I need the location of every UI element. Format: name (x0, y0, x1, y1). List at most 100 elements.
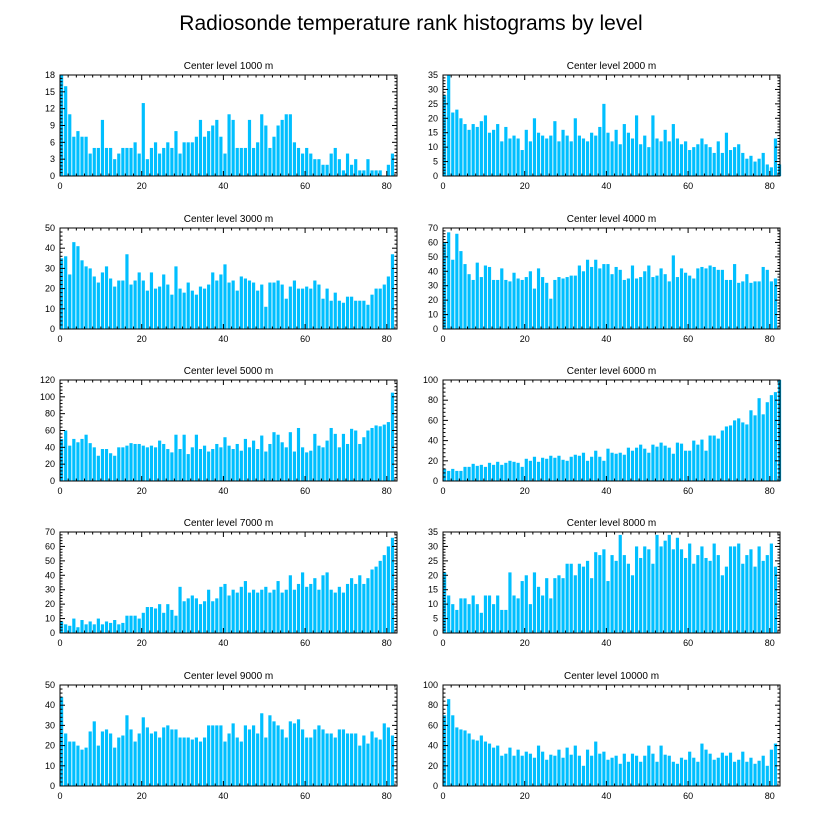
y-tick-label: 40 (428, 436, 438, 446)
histogram-bar (492, 279, 496, 329)
histogram-bar (467, 466, 471, 481)
histogram-bar (504, 609, 508, 633)
histogram-bar (634, 115, 639, 176)
histogram-bar (471, 595, 475, 633)
histogram-bar (260, 435, 264, 481)
histogram-bar (745, 158, 749, 176)
histogram-bar (231, 280, 235, 329)
histogram-bar (508, 572, 512, 633)
histogram-bar (733, 264, 737, 329)
histogram-bar (643, 271, 647, 329)
x-tick-label: 40 (601, 486, 611, 496)
histogram-bar (345, 296, 350, 329)
y-tick-label: 20 (45, 741, 55, 751)
histogram-bar (321, 575, 325, 633)
histogram-bar (524, 575, 528, 633)
histogram-bar (598, 268, 602, 329)
histogram-bar (577, 563, 581, 633)
histogram-bar (109, 278, 113, 329)
histogram-bar (88, 268, 92, 329)
histogram-bar (76, 131, 80, 176)
histogram-bar (317, 284, 321, 329)
histogram-bar (675, 277, 680, 329)
histogram-bar (125, 254, 129, 329)
histogram-bar (133, 615, 137, 633)
histogram-bar (761, 755, 765, 786)
histogram-bar (386, 276, 390, 329)
histogram-bar (125, 147, 129, 176)
histogram-bar (390, 537, 395, 633)
histogram-bar (585, 141, 590, 176)
chart-panel: Center level 1000 m 0 20 40 60 80 0 3 6 9 12 15 18 (45, 61, 398, 191)
histogram-bar (137, 153, 141, 176)
histogram-bar (264, 586, 268, 633)
histogram-bar (451, 259, 455, 329)
histogram-bar (675, 138, 680, 176)
histogram-bar (728, 279, 733, 329)
histogram-bar (272, 721, 276, 786)
histogram-bar (231, 589, 235, 633)
histogram-bar (333, 737, 337, 786)
histogram-bar (516, 749, 520, 786)
histogram-bar (757, 281, 761, 329)
histogram-bar (182, 434, 186, 481)
histogram-bar (651, 277, 655, 329)
histogram-bar (630, 753, 635, 786)
histogram-bar (728, 150, 733, 176)
panel-title: Center level 1000 m (184, 61, 274, 72)
y-tick-label: 60 (428, 720, 438, 730)
panel-title: Center level 2000 m (567, 61, 657, 72)
histogram-bar (602, 549, 606, 633)
histogram-bar (618, 763, 622, 786)
histogram-bar (536, 745, 541, 786)
histogram-bar (471, 739, 475, 786)
histogram-bar (516, 462, 520, 481)
histogram-bar (769, 543, 773, 633)
chart-panel: Center level 5000 m 0 20 40 60 80 0 20 40 60 80 100… (40, 366, 398, 496)
histogram-bar (618, 269, 622, 329)
x-tick-label: 60 (300, 791, 310, 801)
histogram-bar (606, 448, 610, 481)
histogram-bar (329, 300, 333, 329)
histogram-bar (545, 759, 549, 786)
histogram-bar (765, 164, 769, 176)
y-tick-label: 25 (428, 99, 438, 109)
histogram-bar (684, 141, 688, 176)
histogram-bar (692, 440, 696, 481)
histogram-bar (520, 755, 524, 786)
histogram-bar (133, 142, 137, 176)
histogram-bar (239, 450, 243, 481)
histogram-bar (471, 463, 475, 481)
histogram-bar (239, 741, 243, 786)
histogram-bar (325, 733, 329, 786)
histogram-bar (594, 259, 598, 329)
histogram-bar (622, 753, 626, 786)
histogram-bar (321, 729, 325, 786)
histogram-bar (198, 449, 203, 481)
histogram-bar (630, 138, 635, 176)
histogram-bar (455, 109, 459, 176)
histogram-bar (223, 741, 227, 786)
histogram-bar (475, 126, 479, 176)
histogram-bar (350, 296, 354, 329)
y-tick-label: 40 (45, 243, 55, 253)
histogram-bar (162, 612, 166, 633)
histogram-bar (573, 454, 577, 481)
histogram-bar (769, 167, 773, 176)
histogram-bar (467, 604, 471, 633)
histogram-bar (463, 466, 467, 481)
histogram-bar (626, 563, 630, 633)
histogram-bar (243, 725, 247, 786)
histogram-bar (321, 447, 325, 481)
histogram-bar (524, 277, 528, 329)
histogram-bar (100, 449, 105, 481)
histogram-bar (378, 288, 382, 329)
histogram-bar (541, 457, 545, 481)
panel-title: Center level 7000 m (184, 518, 274, 529)
histogram-bar (524, 129, 528, 176)
histogram-bar (630, 265, 635, 329)
histogram-bar (76, 627, 80, 633)
histogram-bar (504, 462, 508, 481)
histogram-bar (186, 142, 190, 176)
histogram-bar (96, 618, 100, 633)
